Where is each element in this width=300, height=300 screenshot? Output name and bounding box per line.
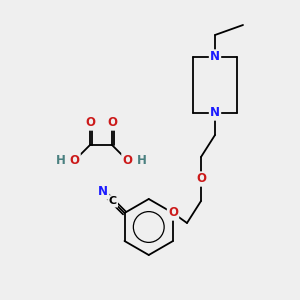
Text: O: O [122, 154, 132, 167]
Text: H: H [56, 154, 65, 167]
Text: O: O [70, 154, 80, 167]
Text: N: N [210, 106, 220, 119]
Text: O: O [168, 206, 178, 220]
Text: O: O [85, 116, 95, 130]
Text: O: O [196, 172, 206, 185]
Text: O: O [107, 116, 117, 130]
Text: H: H [136, 154, 146, 167]
Text: N: N [98, 185, 108, 198]
Text: C: C [109, 196, 117, 206]
Text: N: N [210, 50, 220, 64]
